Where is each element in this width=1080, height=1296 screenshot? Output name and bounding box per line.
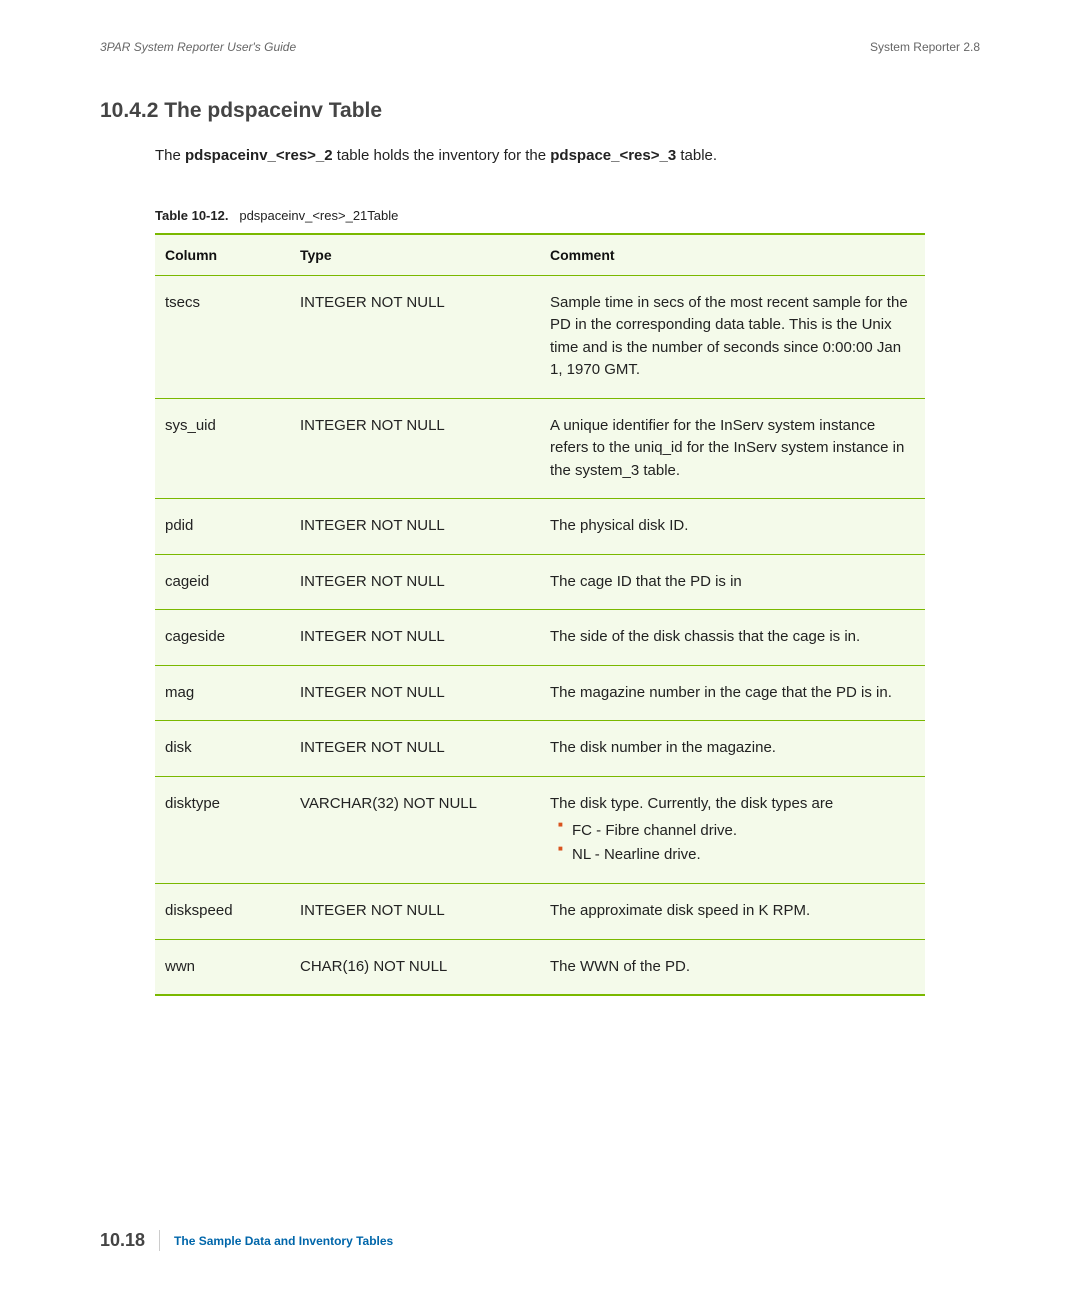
section-title: 10.4.2 The pdspaceinv Table [100, 99, 980, 123]
cell-type: INTEGER NOT NULL [290, 665, 540, 721]
page-header: 3PAR System Reporter User's Guide System… [100, 40, 980, 54]
cell-column: tsecs [155, 275, 290, 398]
th-comment: Comment [540, 234, 925, 276]
page-footer: 10.18 The Sample Data and Inventory Tabl… [100, 1230, 393, 1251]
footer-chapter-title: The Sample Data and Inventory Tables [174, 1234, 393, 1248]
cell-comment: The approximate disk speed in K RPM. [540, 884, 925, 940]
table-row: tsecsINTEGER NOT NULLSample time in secs… [155, 275, 925, 398]
table-caption-label: Table 10-12. [155, 208, 228, 223]
intro-mid: table holds the inventory for the [333, 147, 551, 164]
section-name: The pdspaceinv Table [164, 99, 382, 122]
intro-suffix: table. [676, 147, 717, 164]
cell-column: cageid [155, 554, 290, 610]
cell-column: disktype [155, 776, 290, 884]
cell-comment: The disk type. Currently, the disk types… [540, 776, 925, 884]
table-caption-text: pdspaceinv_<res>_21Table [239, 208, 398, 223]
bullet-item: FC - Fibre channel drive. [550, 819, 915, 843]
cell-column: wwn [155, 939, 290, 995]
header-right: System Reporter 2.8 [870, 40, 980, 54]
cell-type: INTEGER NOT NULL [290, 499, 540, 555]
table-row: disktypeVARCHAR(32) NOT NULLThe disk typ… [155, 776, 925, 884]
intro-paragraph: The pdspaceinv_<res>_2 table holds the i… [155, 145, 980, 168]
cell-type: INTEGER NOT NULL [290, 554, 540, 610]
table-row: cageidINTEGER NOT NULLThe cage ID that t… [155, 554, 925, 610]
table-row: sys_uidINTEGER NOT NULLA unique identifi… [155, 398, 925, 499]
cell-column: disk [155, 721, 290, 777]
cell-type: INTEGER NOT NULL [290, 721, 540, 777]
cell-comment: The cage ID that the PD is in [540, 554, 925, 610]
cell-type: INTEGER NOT NULL [290, 275, 540, 398]
cell-comment: The physical disk ID. [540, 499, 925, 555]
intro-prefix: The [155, 147, 185, 164]
intro-bold2: pdspace_<res>_3 [550, 147, 676, 164]
section-number: 10.4.2 [100, 99, 158, 122]
table-row: magINTEGER NOT NULLThe magazine number i… [155, 665, 925, 721]
table-row: cagesideINTEGER NOT NULLThe side of the … [155, 610, 925, 666]
footer-page-number: 10.18 [100, 1230, 160, 1251]
cell-type: INTEGER NOT NULL [290, 398, 540, 499]
cell-comment: The disk number in the magazine. [540, 721, 925, 777]
table-row: diskINTEGER NOT NULLThe disk number in t… [155, 721, 925, 777]
cell-comment: Sample time in secs of the most recent s… [540, 275, 925, 398]
cell-comment: A unique identifier for the InServ syste… [540, 398, 925, 499]
cell-column: diskspeed [155, 884, 290, 940]
table-row: diskspeedINTEGER NOT NULLThe approximate… [155, 884, 925, 940]
table-header-row: Column Type Comment [155, 234, 925, 276]
cell-comment: The WWN of the PD. [540, 939, 925, 995]
cell-column: sys_uid [155, 398, 290, 499]
cell-column: mag [155, 665, 290, 721]
page: 3PAR System Reporter User's Guide System… [0, 0, 1080, 1296]
cell-column: cageside [155, 610, 290, 666]
cell-comment: The side of the disk chassis that the ca… [540, 610, 925, 666]
th-column: Column [155, 234, 290, 276]
cell-type: INTEGER NOT NULL [290, 884, 540, 940]
cell-column: pdid [155, 499, 290, 555]
cell-type: VARCHAR(32) NOT NULL [290, 776, 540, 884]
bullet-list: FC - Fibre channel drive.NL - Nearline d… [550, 819, 915, 867]
th-type: Type [290, 234, 540, 276]
table-caption: Table 10-12. pdspaceinv_<res>_21Table [155, 208, 980, 223]
table-row: pdidINTEGER NOT NULLThe physical disk ID… [155, 499, 925, 555]
cell-comment: The magazine number in the cage that the… [540, 665, 925, 721]
bullet-item: NL - Nearline drive. [550, 843, 915, 867]
cell-type: CHAR(16) NOT NULL [290, 939, 540, 995]
cell-type: INTEGER NOT NULL [290, 610, 540, 666]
intro-bold1: pdspaceinv_<res>_2 [185, 147, 333, 164]
pdspaceinv-table: Column Type Comment tsecsINTEGER NOT NUL… [155, 233, 925, 997]
header-left: 3PAR System Reporter User's Guide [100, 40, 296, 54]
table-row: wwnCHAR(16) NOT NULLThe WWN of the PD. [155, 939, 925, 995]
